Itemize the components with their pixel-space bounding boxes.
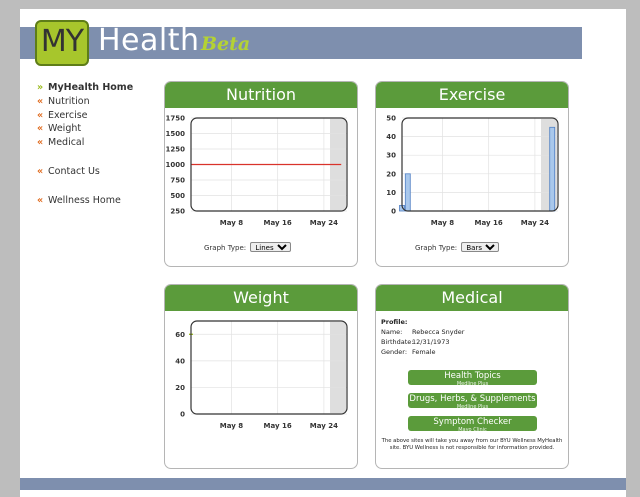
y-tick-label: 1750 xyxy=(166,115,186,123)
nav-label: Medical xyxy=(48,137,85,148)
plot-shaded-region xyxy=(330,322,346,413)
exercise-panel: Exercise 50 40 30 20 10 0 May 8 May 16 May 24 Gr… xyxy=(375,81,569,267)
logo-health-text: Health xyxy=(98,23,200,58)
y-tick-label: 30 xyxy=(386,152,396,160)
button-label: Drugs, Herbs, & Supplements xyxy=(409,394,536,404)
chevron-left-icon: « xyxy=(37,123,44,134)
nav-item-nutrition[interactable]: « Nutrition xyxy=(37,96,90,107)
logo-my[interactable]: MY xyxy=(35,20,89,66)
name-label: Name: xyxy=(381,328,403,336)
y-tick-label: 750 xyxy=(170,177,185,185)
profile-gender-row: Gender: Female xyxy=(381,347,464,357)
nav-item-medical[interactable]: « Medical xyxy=(37,137,84,148)
y-tick-label: 20 xyxy=(386,170,396,178)
plot-frame xyxy=(401,117,559,212)
plot-area xyxy=(191,321,347,414)
button-source: Medline Plus xyxy=(456,404,489,408)
disclaimer-text: The above sites will take you away from … xyxy=(381,438,563,451)
page: MY Health Beta » MyHealth Home « Nutrition… xyxy=(20,9,626,497)
nav-item-contact-us[interactable]: « Contact Us xyxy=(37,166,100,177)
chevron-left-icon: « xyxy=(37,195,44,206)
chevron-left-icon: « xyxy=(37,110,44,121)
medical-panel: Medical Profile: Name: Rebecca Snyder Bir… xyxy=(375,284,569,469)
x-tick-label: May 24 xyxy=(310,219,338,227)
x-tick-label: May 16 xyxy=(264,219,292,227)
nav-item-weight[interactable]: « Weight xyxy=(37,123,81,134)
button-source: Medline Plus xyxy=(456,381,489,385)
button-source: Mayo Clinic xyxy=(458,427,487,431)
chevron-left-icon: « xyxy=(37,166,44,177)
nav-label: Wellness Home xyxy=(48,195,121,206)
y-tick-label: 1250 xyxy=(166,146,186,154)
name-value: Rebecca Snyder xyxy=(412,328,465,336)
exercise-graph-type: Graph Type: Bars xyxy=(415,242,500,252)
nav-label: Weight xyxy=(48,123,82,134)
nav-label: Nutrition xyxy=(48,96,90,107)
y-tick-label: 250 xyxy=(170,208,185,216)
nutrition-graph-type-select[interactable]: Lines xyxy=(250,242,292,252)
logo-beta-text: Beta xyxy=(201,33,251,55)
footer-bar xyxy=(20,478,626,490)
nutrition-panel: Nutrition 1750 1500 1250 1000 750 500 250 May 8… xyxy=(164,81,358,267)
chevron-left-icon: « xyxy=(37,96,44,107)
medical-panel-title[interactable]: Medical xyxy=(376,285,568,311)
plot-area xyxy=(402,118,558,211)
y-tick-label: 500 xyxy=(170,192,185,200)
gender-value: Female xyxy=(412,348,436,356)
y-tick-label: 0 xyxy=(180,411,185,419)
x-tick-label: May 8 xyxy=(431,219,454,227)
nutrition-graph-type: Graph Type: Lines xyxy=(204,242,292,252)
symptom-checker-button[interactable]: Symptom Checker Mayo Clinic xyxy=(408,416,537,431)
bar xyxy=(549,126,556,212)
weight-panel: Weight 60 40 20 0 May 8 May 16 May 24 xyxy=(164,284,358,469)
y-tick-label: 10 xyxy=(386,189,396,197)
button-label: Symptom Checker xyxy=(433,417,512,427)
plot-frame xyxy=(190,320,348,415)
nav-label: Contact Us xyxy=(48,166,100,177)
button-label: Health Topics xyxy=(444,371,501,381)
exercise-chart: 50 40 30 20 10 0 May 8 May 16 May 24 xyxy=(386,115,559,227)
chevron-right-icon: » xyxy=(37,82,44,93)
nav-item-myhealth-home[interactable]: » MyHealth Home xyxy=(37,82,133,93)
nutrition-chart: 1750 1500 1250 1000 750 500 250 May 8 May 16 May … xyxy=(166,115,348,227)
health-topics-button[interactable]: Health Topics Medline Plus xyxy=(408,370,537,385)
header-bar xyxy=(20,27,582,59)
plot-frame xyxy=(190,117,348,212)
x-tick-label: May 16 xyxy=(264,422,292,430)
birthdate-label: Birthdate: xyxy=(381,338,414,346)
x-tick-label: May 24 xyxy=(521,219,549,227)
x-tick-label: May 24 xyxy=(310,422,338,430)
y-tick-label: 1000 xyxy=(166,161,186,169)
nav-item-wellness-home[interactable]: « Wellness Home xyxy=(37,195,121,206)
gender-label: Gender: xyxy=(381,348,408,356)
y-tick-label: 0 xyxy=(391,208,396,216)
weight-chart: 60 40 20 0 May 8 May 16 May 24 xyxy=(175,320,348,430)
exercise-panel-title[interactable]: Exercise xyxy=(376,82,568,108)
profile-name-row: Name: Rebecca Snyder xyxy=(381,327,464,337)
nav-label: MyHealth Home xyxy=(48,82,134,93)
bar xyxy=(404,173,411,212)
graph-type-label: Graph Type: xyxy=(415,244,458,252)
x-tick-label: May 8 xyxy=(220,219,243,227)
exercise-graph-type-select[interactable]: Bars xyxy=(461,242,500,252)
birthdate-value: 12/31/1973 xyxy=(412,338,450,346)
y-tick-label: 40 xyxy=(386,133,396,141)
y-tick-label: 1500 xyxy=(166,130,186,138)
profile-heading: Profile: xyxy=(381,318,408,326)
drugs-herbs-supplements-button[interactable]: Drugs, Herbs, & Supplements Medline Plus xyxy=(408,393,537,408)
x-tick-label: May 16 xyxy=(475,219,503,227)
x-tick-label: May 8 xyxy=(220,422,243,430)
chevron-left-icon: « xyxy=(37,137,44,148)
y-tick-label: 50 xyxy=(386,115,396,123)
nav-item-exercise[interactable]: « Exercise xyxy=(37,110,88,121)
weight-panel-title[interactable]: Weight xyxy=(165,285,357,311)
profile-section: Profile: Name: Rebecca Snyder Birthdate: 1… xyxy=(381,318,464,357)
y-tick-label: 20 xyxy=(175,384,185,392)
nutrition-panel-title[interactable]: Nutrition xyxy=(165,82,357,108)
profile-birthdate-row: Birthdate: 12/31/1973 xyxy=(381,337,464,347)
nav-label: Exercise xyxy=(48,110,88,121)
y-tick-label: 40 xyxy=(175,357,185,365)
y-tick-label: 60 xyxy=(175,331,185,339)
graph-type-label: Graph Type: xyxy=(204,244,247,252)
